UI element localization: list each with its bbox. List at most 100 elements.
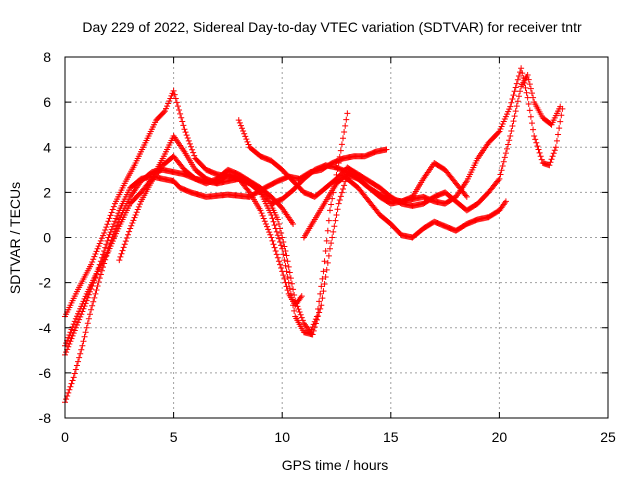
data-point-marker [82, 329, 89, 336]
data-point-marker [103, 224, 110, 231]
data-point-marker [298, 314, 305, 321]
data-point-marker [178, 114, 185, 121]
data-point-marker [278, 264, 285, 271]
data-point-marker [266, 229, 273, 236]
data-point-marker [173, 99, 180, 106]
data-point-marker [96, 240, 103, 247]
data-point-marker [78, 346, 85, 353]
data-point-marker [189, 146, 196, 153]
y-tick-label: 4 [43, 139, 51, 155]
data-point-marker [75, 358, 82, 365]
data-point-marker [337, 147, 344, 154]
data-point-marker [282, 279, 289, 286]
data-point-marker [63, 396, 70, 403]
data-point-marker [257, 207, 264, 214]
data-point-marker [83, 324, 90, 331]
x-tick-label: 0 [61, 429, 69, 445]
data-point-marker [519, 70, 526, 77]
data-point-marker [68, 380, 75, 387]
data-point-marker [280, 272, 287, 279]
data-point-marker [245, 141, 252, 148]
y-tick-label: -8 [39, 410, 52, 426]
y-tick-label: -2 [39, 275, 52, 291]
data-point-marker [557, 118, 564, 125]
data-point-marker [270, 241, 277, 248]
data-point-marker [273, 251, 280, 258]
x-tick-label: 5 [170, 429, 178, 445]
data-point-marker [69, 323, 76, 330]
data-point-marker [513, 80, 520, 87]
data-point-marker [177, 110, 184, 117]
data-point-marker [92, 290, 99, 297]
data-point-marker [71, 318, 78, 325]
data-point-marker [89, 302, 96, 309]
data-point-marker [269, 237, 276, 244]
data-point-marker [497, 171, 504, 178]
data-point-marker [90, 298, 97, 305]
data-point-marker [136, 201, 143, 208]
data-point-marker [88, 306, 95, 313]
data-point-marker [315, 313, 322, 320]
data-point-marker [320, 288, 327, 295]
data-point-marker [343, 116, 350, 123]
data-point-marker [167, 95, 174, 102]
data-point-marker [284, 287, 291, 294]
data-point-marker [75, 319, 82, 326]
data-point-marker [66, 331, 73, 338]
data-point-marker [174, 103, 181, 110]
data-point-marker [508, 128, 515, 135]
data-point-marker [275, 220, 282, 227]
data-point-marker [70, 374, 77, 381]
data-point-marker [285, 263, 292, 270]
data-point-marker [98, 267, 105, 274]
data-point-marker [180, 122, 187, 129]
data-point-marker [521, 79, 528, 86]
data-point-marker [90, 256, 97, 263]
data-point-marker [321, 258, 328, 265]
data-point-marker [258, 210, 265, 217]
data-point-marker [237, 122, 244, 129]
data-point-marker [514, 98, 521, 105]
data-point-marker [518, 65, 525, 72]
x-tick-label: 10 [274, 429, 290, 445]
series-track-7 [300, 160, 470, 241]
data-point-marker [312, 320, 319, 327]
data-point-marker [316, 298, 323, 305]
data-point-marker [279, 245, 286, 252]
data-point-marker [172, 95, 179, 102]
data-point-marker [176, 107, 183, 114]
data-point-marker [323, 266, 330, 273]
data-point-marker [165, 100, 172, 107]
data-point-marker [182, 129, 189, 136]
data-point-marker [501, 154, 508, 161]
data-point-marker [113, 215, 120, 222]
data-point-marker [186, 140, 193, 147]
data-point-marker [275, 235, 282, 242]
data-point-marker [512, 108, 519, 115]
data-point-marker [84, 320, 91, 327]
data-point-marker [260, 215, 267, 222]
data-point-marker [72, 324, 79, 331]
data-point-marker [123, 234, 130, 241]
data-point-marker [290, 286, 297, 293]
data-point-marker [120, 244, 127, 251]
data-point-marker [65, 343, 72, 350]
data-point-marker [73, 362, 80, 369]
data-point-marker [291, 307, 298, 314]
data-point-marker [106, 231, 113, 238]
data-point-marker [162, 105, 169, 112]
data-point-marker [241, 130, 248, 137]
data-point-marker [528, 90, 535, 97]
data-point-marker [281, 275, 288, 282]
data-point-marker [326, 207, 333, 214]
data-point-marker [277, 239, 284, 246]
data-point-marker [116, 257, 123, 264]
data-point-marker [553, 137, 560, 144]
series-track-3 [62, 166, 351, 406]
data-point-marker [383, 146, 390, 153]
data-point-marker [67, 329, 74, 336]
data-point-marker [121, 241, 128, 248]
data-point-marker [117, 253, 124, 260]
data-point-marker [277, 261, 284, 268]
data-point-marker [272, 225, 279, 232]
